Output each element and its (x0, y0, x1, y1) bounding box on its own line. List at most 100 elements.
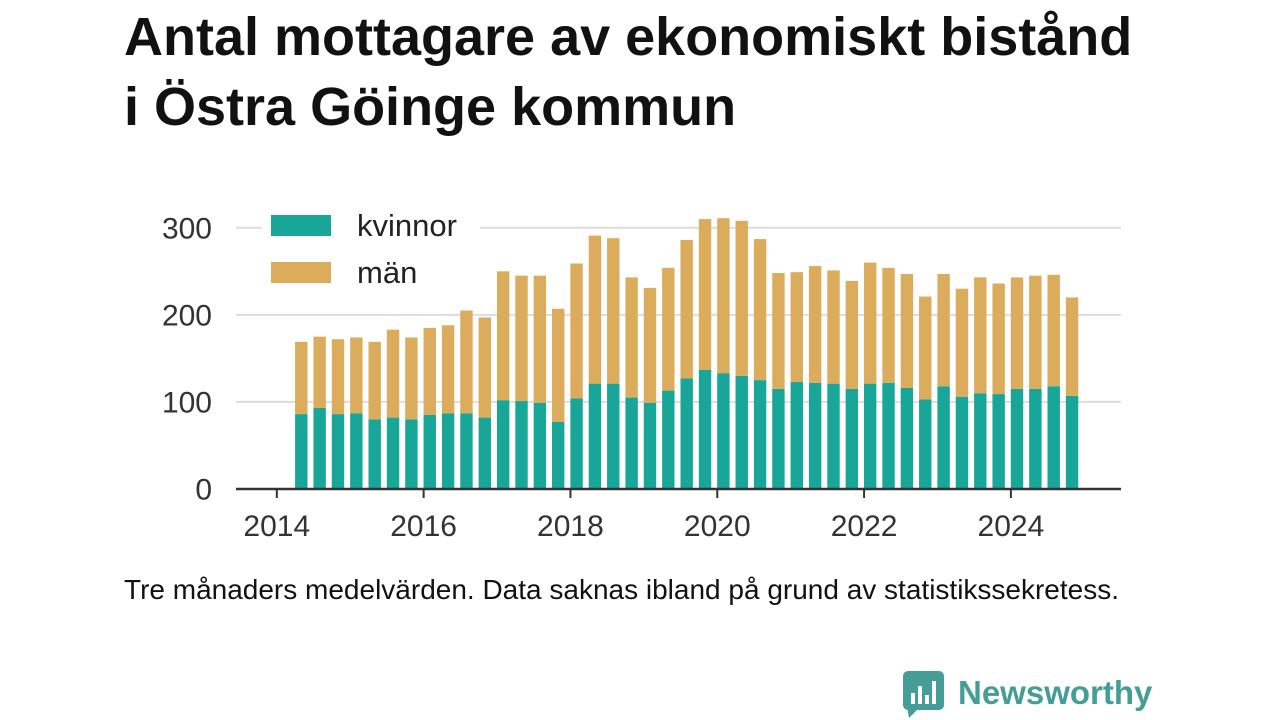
bar-man (845, 280, 859, 389)
bar-man (919, 296, 932, 400)
bar-man (460, 310, 473, 414)
x-tick-label: 2024 (978, 510, 1045, 543)
bar-man (662, 267, 675, 391)
y-tick-label: 300 (162, 212, 212, 245)
bar-man (386, 329, 400, 418)
bar-man (350, 337, 363, 414)
bar-man (808, 266, 822, 383)
bar-kvinnor (698, 369, 712, 489)
bar-man (643, 287, 657, 403)
bar-kvinnor (992, 394, 1005, 489)
bar-man (790, 272, 803, 382)
bar-kvinnor (1029, 388, 1042, 489)
x-tick-label: 2016 (390, 510, 457, 543)
bar-kvinnor (460, 413, 473, 489)
x-tick-label: 2018 (537, 510, 604, 543)
bar-kvinnor (772, 388, 785, 489)
bar-man (680, 239, 693, 379)
bar-kvinnor (588, 383, 602, 489)
bar-man (955, 288, 969, 397)
bar-kvinnor (919, 399, 932, 489)
bar-man (863, 262, 877, 384)
bar-man (1065, 297, 1079, 396)
bar-man (974, 277, 987, 394)
bar-kvinnor (937, 386, 950, 489)
y-tick-label: 100 (162, 386, 212, 419)
bar-man (496, 271, 510, 401)
bar-kvinnor (1065, 395, 1079, 489)
bar-man (882, 267, 895, 383)
bar-kvinnor (331, 414, 345, 489)
bar-kvinnor (423, 414, 436, 489)
bar-kvinnor (533, 402, 547, 489)
bar-kvinnor (790, 381, 803, 489)
bar-man (937, 273, 950, 387)
bar-kvinnor (515, 401, 528, 489)
legend-swatch-kvinnor (271, 215, 331, 236)
bar-man (1010, 277, 1024, 389)
bar-man (588, 235, 602, 384)
x-tick-label: 2022 (831, 510, 898, 543)
legend-label-man: män (357, 255, 418, 290)
bar-man (441, 325, 455, 414)
bar-kvinnor (900, 387, 914, 489)
bar-chart-speech-bubble-icon (903, 671, 944, 718)
bar-man (827, 270, 840, 384)
bar-man (313, 336, 326, 409)
bar-man (753, 239, 767, 381)
x-tick-label: 2020 (684, 510, 751, 543)
logo-wordmark: Newsworthy (958, 674, 1153, 711)
bar-man (698, 219, 712, 370)
bar-man (331, 339, 345, 415)
axes: 0 100 200 300 2014 2016 2018 2020 2022 2024 (162, 212, 1121, 543)
bar-man (478, 317, 492, 418)
bar-man (625, 277, 638, 398)
bar-kvinnor (955, 396, 969, 489)
bar-kvinnor (643, 402, 657, 489)
x-tick-label: 2014 (243, 510, 310, 543)
bar-kvinnor (1047, 386, 1060, 489)
legend-label-kvinnor: kvinnor (357, 208, 457, 243)
chart-title: Antal mottagare av ekonomiskt bistånd i … (124, 7, 1133, 137)
bar-kvinnor (735, 375, 748, 489)
bar-kvinnor (478, 417, 492, 489)
bar-man (1047, 274, 1060, 387)
chart-caption: Tre månaders medelvärden. Data saknas ib… (124, 574, 1120, 605)
bar-kvinnor (441, 413, 455, 489)
bar-kvinnor (1010, 388, 1024, 489)
bar-man (607, 238, 620, 384)
bar-kvinnor (368, 419, 381, 489)
bar-kvinnor (680, 378, 693, 489)
bar-kvinnor (313, 408, 326, 489)
bar-kvinnor (607, 383, 620, 489)
bar-kvinnor (808, 382, 822, 489)
bar-kvinnor (753, 380, 767, 489)
bar-man (552, 308, 565, 422)
bar-kvinnor (845, 388, 859, 489)
bar-kvinnor (350, 413, 363, 489)
bar-kvinnor (625, 397, 638, 489)
y-tick-label: 200 (162, 299, 212, 332)
y-tick-label: 0 (195, 474, 212, 507)
bars (295, 218, 1079, 489)
bar-kvinnor (662, 390, 675, 489)
legend: kvinnor män (262, 204, 480, 296)
bar-kvinnor (570, 398, 583, 489)
bar-man (368, 341, 381, 420)
bar-man (423, 327, 436, 415)
bar-man (717, 218, 730, 374)
bar-kvinnor (405, 419, 418, 489)
bar-man (405, 337, 418, 420)
bar-kvinnor (882, 382, 895, 489)
bar-kvinnor (496, 400, 510, 489)
newsworthy-logo: Newsworthy (903, 671, 1163, 719)
bar-man (1029, 275, 1042, 389)
bar-kvinnor (552, 421, 565, 489)
bar-kvinnor (386, 417, 400, 489)
bar-kvinnor (974, 393, 987, 489)
bar-man (533, 275, 547, 403)
bar-kvinnor (717, 373, 730, 489)
bar-man (992, 283, 1005, 395)
bar-man (735, 220, 748, 376)
